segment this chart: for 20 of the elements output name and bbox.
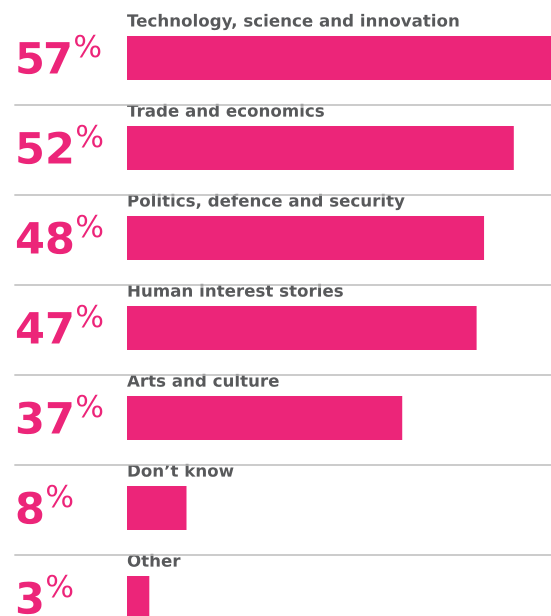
data-label: 8$^{%}$ [18, 484, 72, 524]
data-label: 37$^{%}$ [18, 394, 102, 434]
data-label: 47$^{%}$ [16, 304, 102, 344]
y-tick-label: Politics, defence and security [128, 194, 405, 210]
y-tick-label: Technology, science and innovation [127, 14, 459, 30]
y-tick-label: Trade and economics [127, 104, 324, 117]
y-tick-label: Arts and culture [127, 374, 279, 387]
data-label: 48$^{%}$ [16, 214, 102, 254]
bar [127, 36, 551, 80]
y-tick-label: Human interest stories [128, 284, 343, 297]
data-label: 52$^{%}$ [18, 124, 102, 164]
bar [127, 126, 514, 170]
bar [127, 486, 187, 530]
y-tick-label: Other [128, 554, 180, 567]
data-label: 3$^{%}$ [18, 574, 72, 614]
y-tick-label: Don’t know [128, 464, 234, 477]
bar [127, 396, 402, 440]
data-label: 57$^{%}$ [18, 34, 100, 74]
bar [127, 216, 484, 260]
bar [127, 306, 477, 350]
